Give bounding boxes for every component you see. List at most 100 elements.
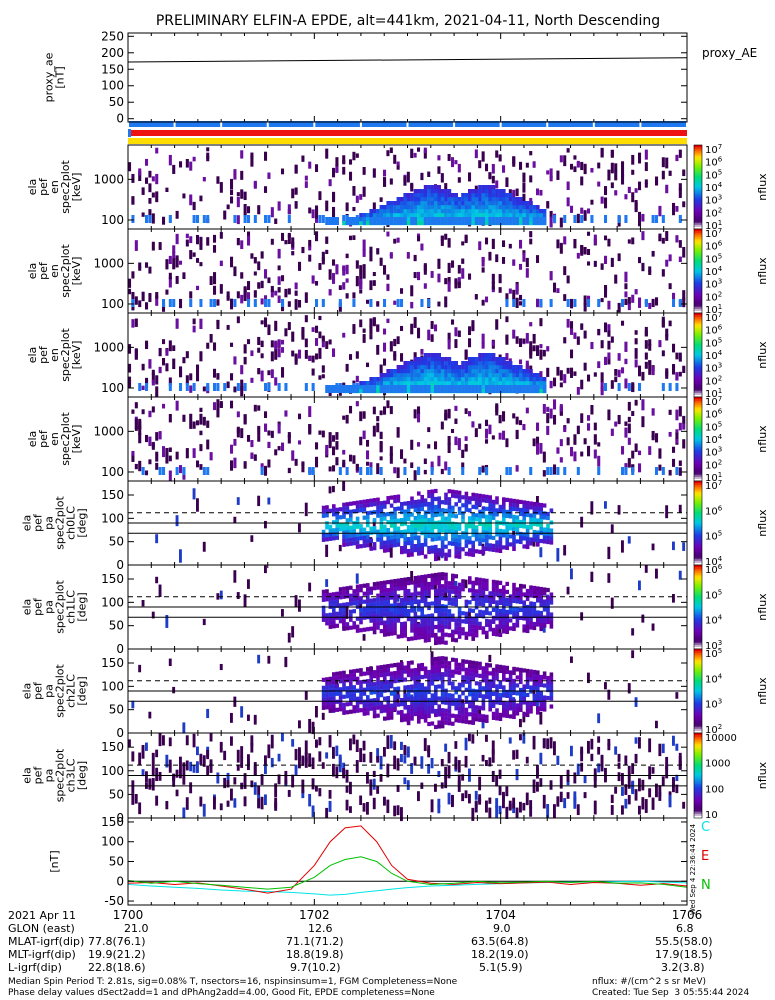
pitch-angle-pixel: [542, 695, 547, 700]
pitch-angle-pixel: [294, 764, 298, 776]
pitch-angle-pixel: [372, 626, 377, 631]
spectrogram-pixel: [417, 442, 421, 447]
spectrogram-pixel: [549, 176, 553, 182]
pitch-angle-pixel: [355, 700, 360, 705]
spectrogram-pixel: [522, 205, 526, 210]
spectrogram-pixel: [345, 363, 349, 372]
pitch-angle-pixel: [362, 627, 367, 632]
spectrogram-pixel: [502, 205, 506, 210]
spectrogram-pixel: [451, 369, 455, 374]
pitch-angle-pixel: [508, 598, 513, 603]
spectrogram-pixel: [240, 428, 244, 439]
pitch-angle-pixel: [481, 578, 486, 583]
pitch-angle-pixel: [532, 701, 537, 707]
spectrogram-pixel: [304, 338, 308, 348]
spectrogram-pixel: [498, 361, 503, 366]
pitch-angle-pixel: [488, 603, 492, 608]
pitch-angle-pixel: [332, 596, 336, 601]
spectrogram-pixel: [345, 385, 350, 393]
pitch-angle-pixel: [423, 590, 428, 595]
spectrogram-pixel: [590, 405, 594, 415]
pitch-angle-pixel: [389, 503, 394, 508]
pitch-angle-pixel: [417, 603, 421, 608]
spectrogram-pixel: [311, 209, 315, 219]
spectrogram-pixel: [539, 209, 543, 214]
pitch-angle-pixel: [464, 615, 469, 620]
pitch-angle-pixel: [539, 506, 543, 512]
pitch-angle-pixel: [226, 800, 230, 807]
pitch-angle-pixel: [168, 658, 172, 667]
spectrogram-pixel: [461, 377, 465, 382]
pitch-angle-pixel: [634, 697, 638, 707]
spectrogram-pixel: [474, 377, 479, 382]
pitch-angle-pixel: [508, 618, 513, 623]
spectrogram-pixel: [386, 369, 390, 374]
spectrogram-pixel: [270, 369, 274, 379]
pitch-angle-pixel: [413, 583, 418, 589]
pitch-angle-pixel: [393, 495, 397, 500]
spectrogram-pixel: [389, 373, 394, 378]
pitch-angle-pixel: [230, 712, 233, 723]
pitch-angle-pixel: [236, 592, 240, 600]
spectrogram-pixel: [138, 300, 142, 308]
pitch-angle-pixel: [325, 681, 329, 686]
spectrogram-pixel: [587, 248, 591, 256]
pitch-angle-pixel: [641, 614, 645, 623]
pitch-angle-pixel: [478, 593, 482, 598]
spectrogram-pixel: [604, 285, 608, 292]
spectrogram-pixel: [672, 202, 676, 208]
spectrogram-pixel: [648, 446, 652, 451]
pitch-angle-pixel: [525, 700, 530, 706]
pitch-angle-pixel: [457, 666, 462, 671]
spectrogram-pixel: [461, 373, 465, 378]
spectrogram-pixel: [638, 152, 642, 164]
spectrogram-pixel: [481, 299, 485, 306]
spectrogram-pixel: [168, 255, 172, 265]
pitch-angle-pixel: [542, 587, 547, 592]
pitch-angle-pixel: [512, 626, 516, 632]
pitch-angle-pixel: [522, 733, 526, 744]
pitch-angle-pixel: [529, 601, 533, 606]
spectrogram-pixel: [417, 327, 421, 339]
pitch-angle-pixel: [481, 694, 486, 699]
spectrogram-pixel: [434, 357, 438, 362]
spectrogram-pixel: [638, 257, 642, 264]
spectrogram-pixel: [162, 403, 166, 409]
spectrogram-pixel: [597, 328, 601, 336]
red-status-bar: [128, 130, 687, 136]
pitch-angle-pixel: [512, 594, 516, 600]
pitch-angle-pixel: [440, 624, 445, 629]
spectrogram-pixel: [539, 299, 543, 307]
spectrogram-pixel: [379, 197, 383, 202]
pitch-angle-pixel: [362, 543, 367, 548]
spectrogram-pixel: [447, 153, 451, 161]
spectrogram-pixel: [145, 341, 149, 350]
pitch-angle-pixel: [410, 600, 414, 605]
pitch-angle-pixel: [383, 500, 387, 505]
pitch-angle-pixel: [515, 683, 520, 688]
spectrogram-pixel: [332, 169, 336, 178]
pitch-angle-pixel: [512, 502, 516, 508]
pitch-angle-pixel: [457, 510, 462, 515]
pitch-angle-pixel: [369, 706, 373, 711]
spectrogram-pixel: [172, 164, 176, 174]
spectrogram-pixel: [631, 382, 635, 393]
pitch-angle-pixel: [454, 741, 458, 749]
pitch-angle-pixel: [546, 531, 550, 537]
spectrogram-pixel: [508, 361, 513, 366]
pitch-angle-pixel: [519, 607, 523, 613]
spectrogram-pixel: [342, 385, 346, 393]
pitch-angle-pixel: [413, 756, 417, 766]
spectrogram-pixel: [648, 270, 652, 275]
spectrogram-pixel: [372, 280, 376, 286]
pitch-angle-pixel: [321, 509, 326, 514]
spectrogram-pixel: [556, 447, 560, 454]
spectrogram-pixel: [519, 209, 523, 214]
spectrogram-pixel: [638, 297, 642, 308]
pitch-angle-pixel: [335, 687, 339, 692]
pitch-angle-pixel: [556, 796, 560, 807]
pitch-angle-pixel: [481, 626, 486, 631]
spectrogram-pixel: [304, 383, 308, 391]
spectrogram-pixel: [610, 336, 614, 343]
spectrogram-pixel: [247, 206, 251, 214]
